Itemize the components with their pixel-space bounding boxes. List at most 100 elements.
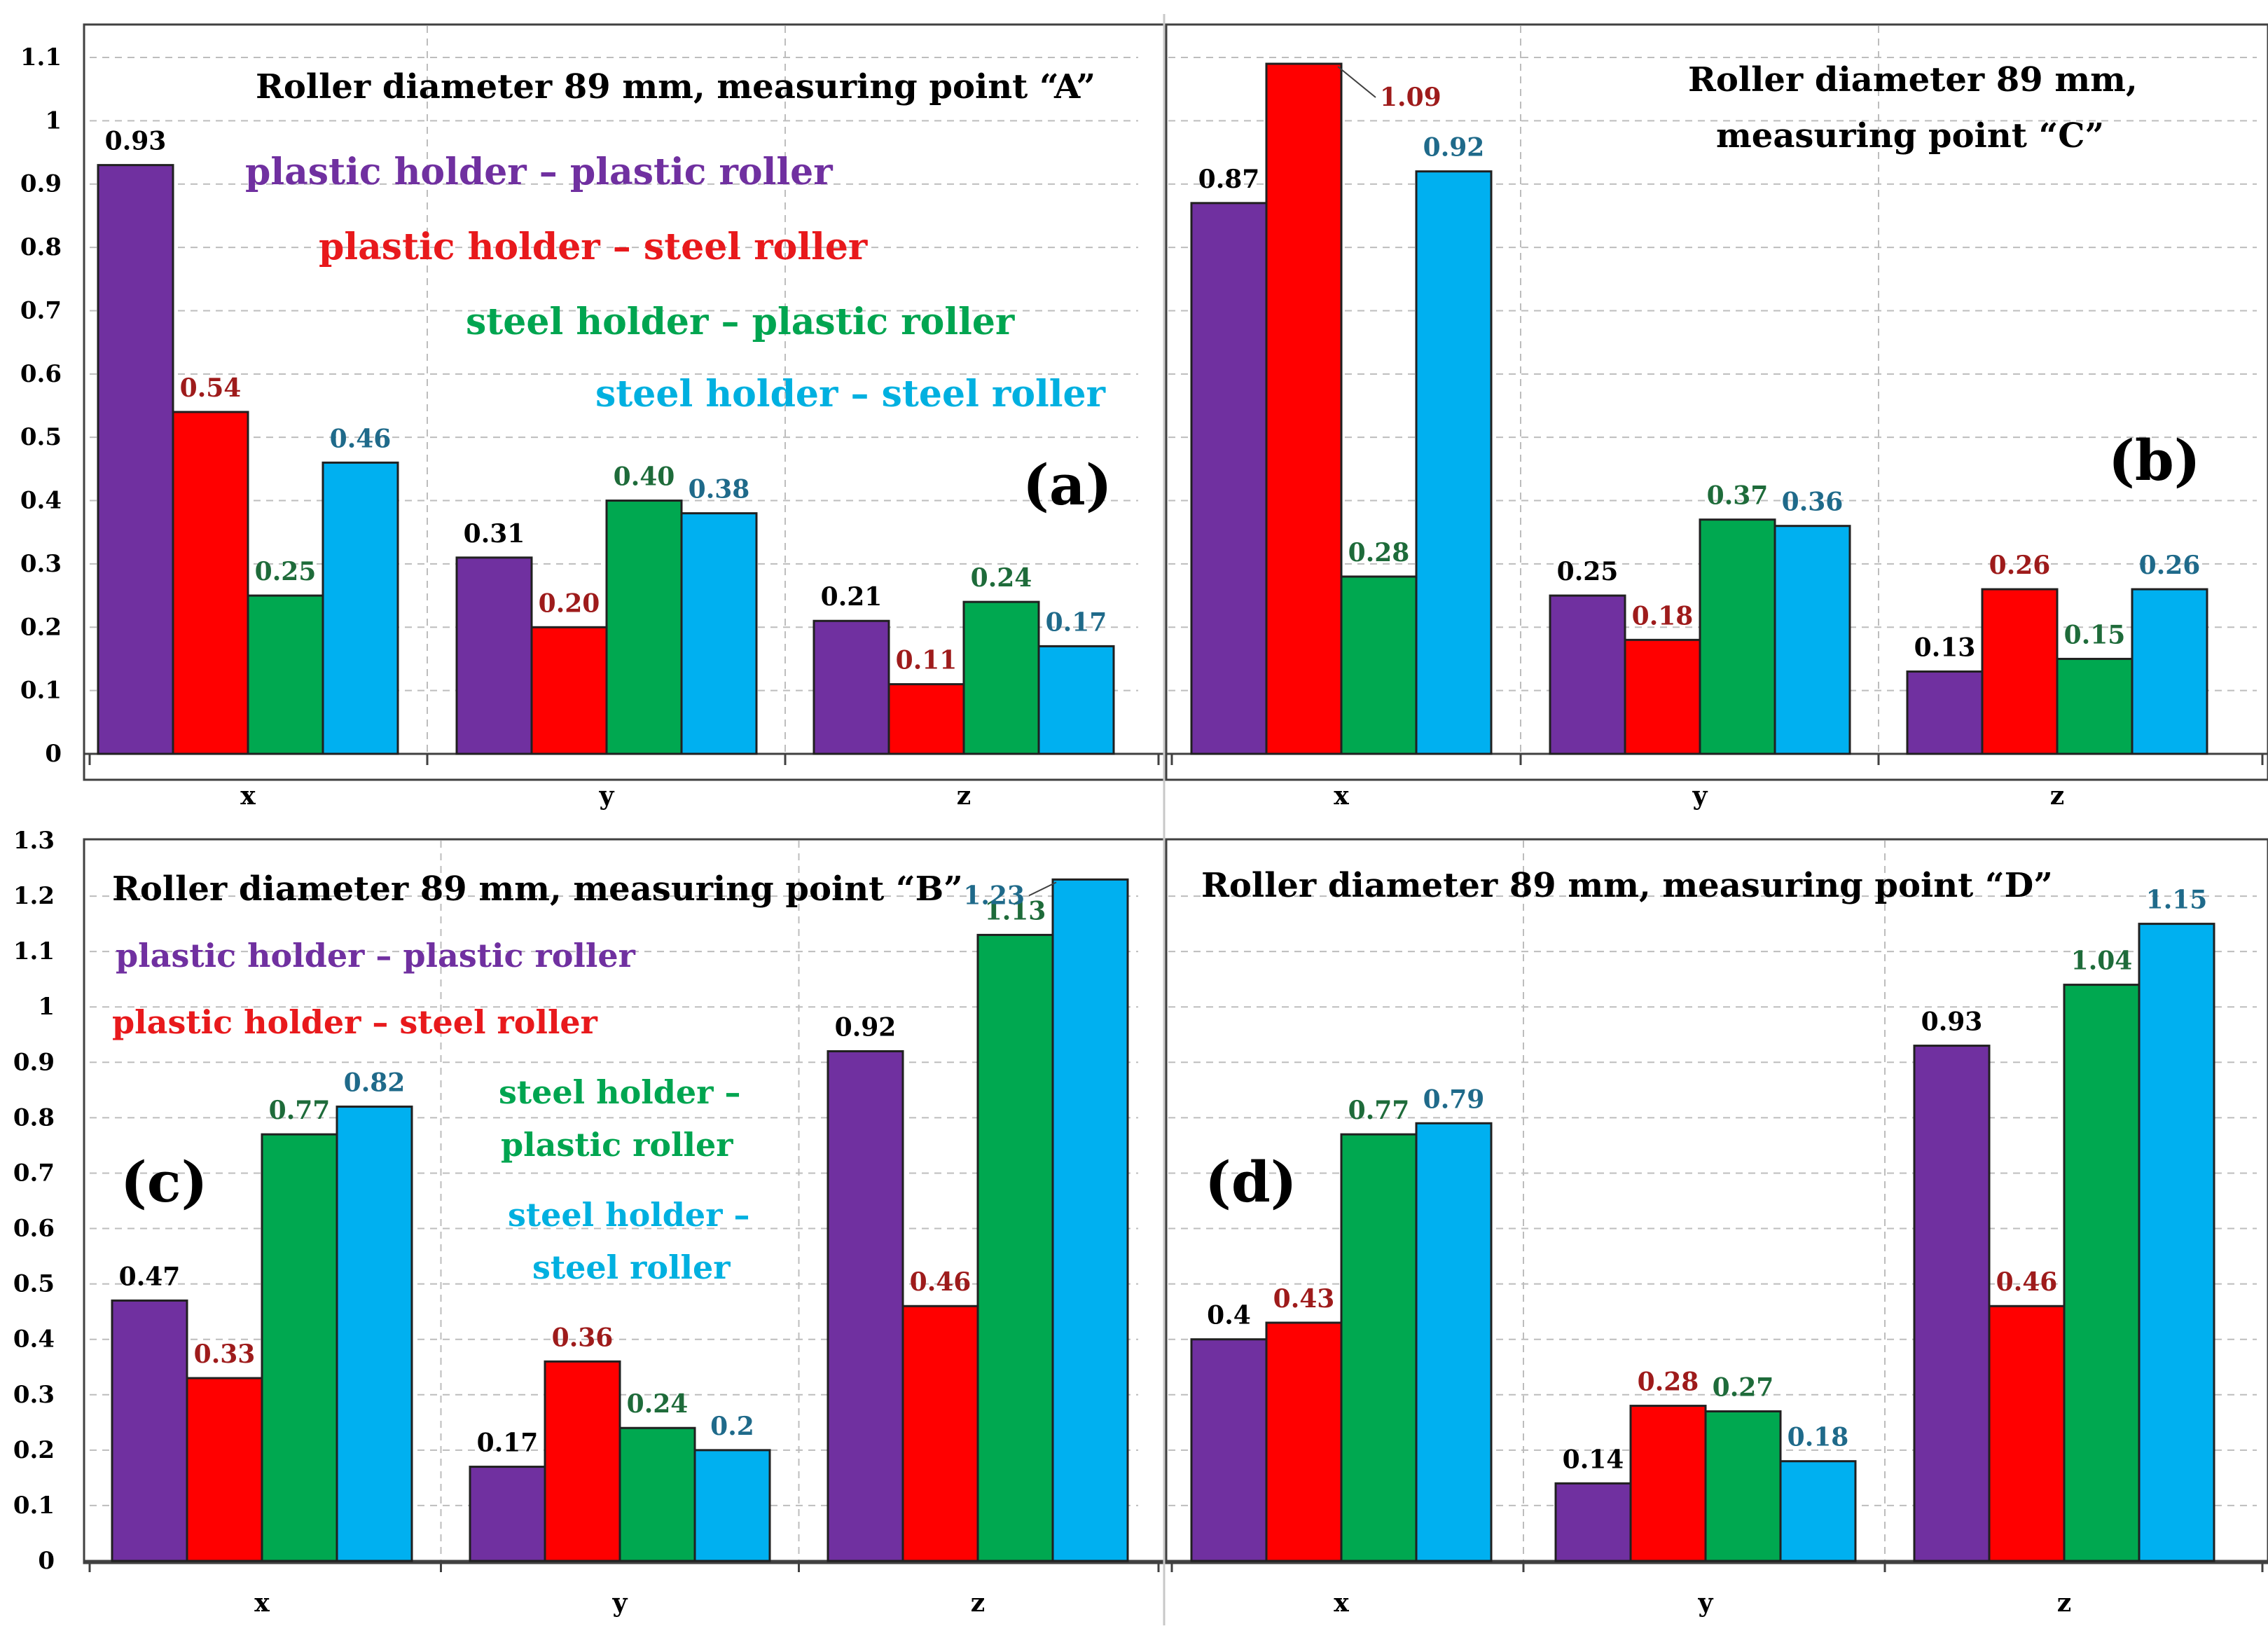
- panel-1-plot: x y z 0.87 0.25 0.13 1.09 0.18 0.26 0.28 0.37 0.15 0…: [1165, 23, 2268, 811]
- panel-b-label: (b): [2108, 427, 2201, 493]
- bar: [1906, 670, 1984, 755]
- bar: [1340, 1133, 1418, 1562]
- panel-a-label: (a): [1023, 452, 1112, 518]
- data-label: 0.79: [1423, 1085, 1485, 1114]
- y-tick-label: 1.3: [13, 827, 55, 855]
- panel-c-label: (c): [120, 1149, 207, 1215]
- data-label: 0.37: [1707, 481, 1769, 511]
- legend-entry-steel-plastic: steel holder – plastic roller: [466, 301, 1015, 343]
- bar: [2138, 923, 2215, 1562]
- legend-c-line-3: steel holder –: [499, 1073, 740, 1111]
- data-label: 0.77: [269, 1096, 331, 1125]
- plot-frame: [1165, 23, 2268, 781]
- data-label: 0.31: [464, 519, 525, 549]
- bar: [680, 512, 758, 755]
- data-label: 0.25: [255, 557, 317, 586]
- bar: [111, 1299, 188, 1562]
- legend-c-line-4: plastic roller: [501, 1126, 733, 1164]
- data-label: 0.38: [689, 475, 750, 504]
- y-tick-label: 0.3: [13, 1381, 55, 1409]
- data-label: 0.46: [330, 424, 392, 453]
- data-label: 1.04: [2071, 947, 2133, 976]
- bar: [618, 1426, 696, 1562]
- y-tick-label: 0.5: [13, 1270, 55, 1298]
- bar: [827, 1050, 904, 1562]
- panel-b-title-line1: Roller diameter 89 mm,: [1688, 60, 2138, 99]
- y-tick-label: 0.9: [20, 170, 62, 198]
- x-tick-label: z: [971, 1588, 985, 1618]
- data-label: 0.93: [1921, 1007, 1983, 1037]
- data-label: 0.27: [1713, 1372, 1774, 1402]
- data-label: 0.92: [835, 1012, 897, 1042]
- bar: [1415, 170, 1493, 755]
- bar: [97, 164, 174, 755]
- bar: [530, 626, 608, 755]
- panel-b: x y z 0.87 0.25 0.13 1.09 0.18 0.26 0.28 0.37 0.15 0…: [1165, 23, 2268, 811]
- x-tick-label: y: [599, 781, 615, 811]
- y-tick-label: 0.1: [13, 1492, 55, 1520]
- data-label: 0.46: [910, 1267, 971, 1297]
- x-tick-label: x: [1334, 1588, 1349, 1618]
- x-tick-label: x: [254, 1588, 270, 1618]
- y-tick-label: 0.8: [13, 1103, 55, 1131]
- data-label: 0.13: [1914, 633, 1976, 663]
- y-tick-label: 1: [45, 106, 62, 135]
- bar: [336, 1106, 413, 1562]
- data-label: 0.43: [1273, 1284, 1335, 1314]
- bar: [261, 1133, 338, 1562]
- data-label: 0.26: [1989, 551, 2051, 580]
- data-label: 0.11: [896, 646, 957, 675]
- panel-d-title: Roller diameter 89 mm, measuring point “…: [1201, 866, 2053, 905]
- data-label: 0.20: [539, 589, 600, 618]
- data-label: 0.33: [194, 1340, 256, 1369]
- y-tick-label: 0.4: [13, 1326, 55, 1354]
- bar: [1913, 1045, 1991, 1562]
- data-label: 0.46: [1996, 1267, 2058, 1297]
- y-tick-label: 0.3: [20, 550, 62, 578]
- y-tick-label: 0: [45, 740, 62, 768]
- y-tick-label: 0.9: [13, 1048, 55, 1076]
- data-label: 0.4: [1207, 1301, 1251, 1330]
- data-label: 1.23: [963, 881, 1025, 910]
- data-label: 0.21: [821, 582, 883, 612]
- x-tick-label: z: [2050, 781, 2064, 811]
- y-tick-label: 0.7: [13, 1159, 55, 1187]
- bar: [1699, 518, 1776, 755]
- bar: [1265, 1321, 1343, 1562]
- data-label: 0.36: [1782, 488, 1844, 517]
- panel-3-plot: x y z 0.4 0.14 0.93 0.43 0.28 0.46 0.77 0.27 1.04 0.…: [1165, 838, 2268, 1618]
- data-label: 0.17: [1046, 607, 1107, 637]
- data-label: 1.15: [2146, 886, 2208, 915]
- data-label: 0.54: [180, 373, 242, 403]
- y-tick-label: 1.1: [20, 43, 62, 71]
- data-label: 0.28: [1638, 1368, 1699, 1397]
- panel-a: 0 0.1 0.2 0.3 0.4 0.5 0.6 0.7 0.8 0.9 1 1.1 x y z 0.93 0…: [20, 23, 1166, 811]
- y-tick-label: 0.7: [20, 296, 62, 324]
- bar: [901, 1305, 979, 1562]
- bar: [1190, 202, 1268, 755]
- data-label: 0.14: [1563, 1445, 1624, 1474]
- legend-c-line-2: plastic holder – steel roller: [112, 1003, 598, 1041]
- data-label: 0.40: [614, 462, 675, 492]
- x-tick-label: z: [957, 781, 971, 811]
- y-tick-label: 1: [38, 993, 55, 1021]
- data-label: 0.25: [1557, 557, 1619, 586]
- bar: [1624, 638, 1701, 755]
- bar: [813, 619, 890, 755]
- data-label: 0.92: [1423, 133, 1485, 163]
- panel-2-plot: 0 0.1 0.2 0.3 0.4 0.5 0.6 0.7 0.8 0.9 1 1.1 1.2 1.3 x y…: [13, 827, 1166, 1618]
- panel-d: x y z 0.4 0.14 0.93 0.43 0.28 0.46 0.77 0.27 1.04 0.…: [1165, 838, 2268, 1618]
- data-label: 0.18: [1788, 1423, 1849, 1452]
- bar: [455, 556, 533, 755]
- y-tick-label: 0.6: [20, 360, 62, 388]
- bar: [1415, 1122, 1493, 1562]
- data-label: 0.47: [119, 1262, 181, 1291]
- bar: [469, 1466, 546, 1562]
- bar: [1190, 1338, 1268, 1562]
- bar: [2131, 588, 2208, 755]
- bar: [1549, 594, 1626, 755]
- bar: [1981, 588, 2059, 755]
- panel-c: 0 0.1 0.2 0.3 0.4 0.5 0.6 0.7 0.8 0.9 1 1.1 1.2 1.3 x y…: [13, 827, 1166, 1618]
- legend-c-line-6: steel roller: [532, 1248, 731, 1286]
